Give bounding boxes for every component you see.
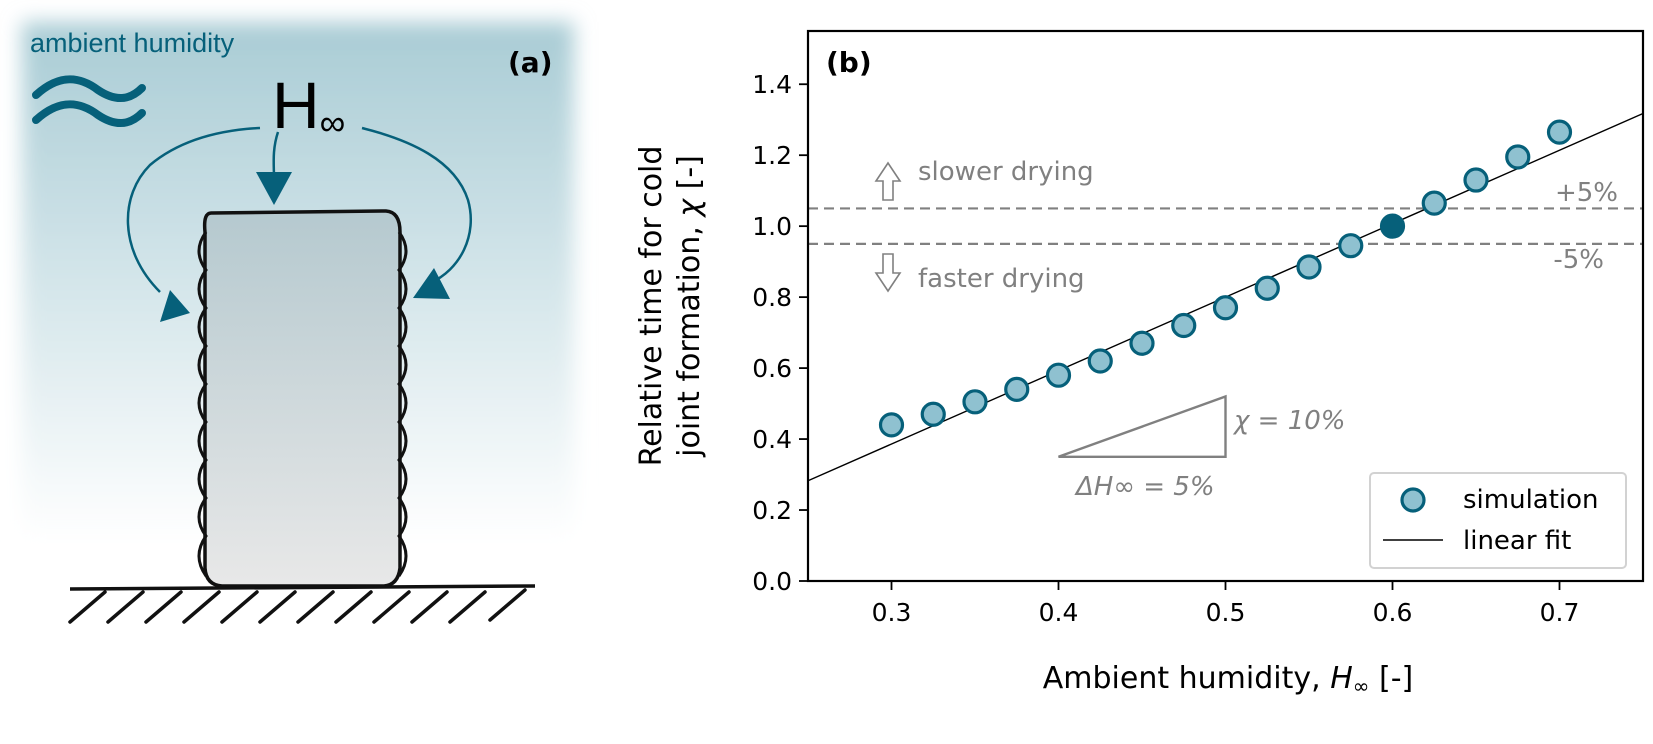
simulation-point [1421, 190, 1447, 216]
y-axis-label-line2-tail: [-] [672, 155, 707, 199]
y-axis-label-line2-symbol: χ [672, 198, 707, 219]
simulation-point [1004, 376, 1030, 402]
up-arrow-icon [874, 161, 902, 201]
h-infinity-sub: ∞ [320, 102, 346, 143]
y-tick-label: 0.2 [752, 496, 792, 525]
ambient-humidity-label: ambient humidity [30, 28, 235, 58]
reference-lines [808, 207, 1643, 246]
arrowhead-right [413, 268, 450, 299]
arrow-left-curve [126, 126, 261, 293]
simulation-point [878, 412, 905, 438]
y-ticks: 0.0 0.2 0.4 0.6 0.8 1.0 1.2 1.4 [752, 70, 808, 596]
scatter-points [878, 119, 1573, 438]
simulation-point [920, 401, 946, 427]
simulation-point [1463, 167, 1489, 193]
wall-left-scallops [197, 231, 208, 577]
humidity-waves-icon [32, 75, 146, 127]
h-infinity-main: H [272, 68, 320, 142]
down-arrow-icon [874, 253, 902, 293]
simulation-point [1045, 362, 1072, 388]
minus-5-label: -5% [1553, 245, 1604, 275]
y-tick-label: 1.0 [752, 212, 792, 241]
x-tick-label: 0.4 [1039, 598, 1079, 627]
panel-b: 0.3 0.4 0.5 0.6 0.7 0.0 0.2 0.4 0.6 0.8 1.0 1.2 1.4… [634, 29, 1645, 698]
slope-triangle [1058, 394, 1227, 459]
wall-body [202, 209, 402, 588]
faster-drying-annotation: faster drying [874, 253, 1085, 294]
simulation-point [962, 389, 988, 415]
y-axis-label-line2-main: joint formation, [672, 217, 707, 458]
plot-frame [806, 29, 1645, 583]
y-tick-label: 0.6 [752, 354, 792, 383]
simulation-point [1212, 295, 1239, 321]
simulation-point [1087, 348, 1113, 374]
simulation-point [1338, 233, 1364, 259]
y-tick-label: 0.0 [752, 567, 792, 596]
arrow-right-curve [361, 126, 473, 285]
legend-box [1369, 472, 1627, 569]
h-infinity-symbol: H∞ [272, 68, 345, 143]
ground-line [69, 584, 536, 591]
arrowhead-left [160, 290, 190, 322]
x-axis-label-main: Ambient humidity, [1043, 661, 1330, 696]
ground-hatching [68, 588, 527, 624]
y-tick-label: 0.4 [752, 425, 792, 454]
y-tick-label: 1.2 [752, 141, 792, 170]
arrowhead-top [256, 172, 292, 205]
simulation-point [1254, 275, 1280, 301]
simulation-point [1129, 330, 1155, 356]
simulation-point [1171, 312, 1197, 339]
x-tick-label: 0.6 [1373, 598, 1413, 627]
faster-drying-text: faster drying [918, 264, 1085, 294]
arrowheads [160, 172, 450, 322]
x-tick-label: 0.5 [1206, 598, 1246, 627]
slope-triangle-shape [1058, 394, 1227, 459]
simulation-point [1505, 144, 1531, 170]
x-tick-label: 0.7 [1540, 598, 1580, 627]
slower-drying-text: slower drying [918, 157, 1094, 187]
y-axis-label-line2: joint formation, χ [-] [672, 155, 707, 458]
x-ticks: 0.3 0.4 0.5 0.6 0.7 [872, 581, 1580, 627]
panel-a-label: (a) [508, 46, 553, 79]
x-axis-label-symbol: H [1330, 661, 1353, 696]
y-tick-label: 1.4 [752, 70, 792, 99]
delta-h-annotation: ΔH∞ = 5% [1074, 472, 1215, 502]
simulation-point [1546, 119, 1573, 145]
chi-annotation: χ = 10% [1232, 406, 1346, 436]
legend-fit-label: linear fit [1463, 526, 1571, 556]
plus-5-label: +5% [1555, 178, 1618, 208]
x-axis-label: Ambient humidity, H∞ [-] [1043, 661, 1413, 698]
y-axis-label: Relative time for cold joint formation, … [634, 146, 707, 467]
y-tick-label: 0.8 [752, 283, 792, 312]
slower-drying-annotation: slower drying [874, 157, 1094, 201]
legend-simulation-marker [1400, 487, 1426, 513]
legend-simulation-label: simulation [1463, 485, 1599, 515]
x-axis-label-tail: [-] [1369, 661, 1413, 696]
legend: simulation linear fit [1369, 472, 1627, 569]
wall-right-scallops [397, 231, 408, 577]
panel-a: ambient humidity (a) H∞ [22, 22, 574, 624]
simulation-point-reference [1379, 213, 1406, 239]
y-axis-label-line1: Relative time for cold [634, 146, 669, 467]
simulation-point [1296, 254, 1322, 280]
panel-b-label: (b) [826, 46, 872, 79]
x-tick-label: 0.3 [872, 598, 912, 627]
x-axis-label-sub: ∞ [1353, 674, 1370, 698]
